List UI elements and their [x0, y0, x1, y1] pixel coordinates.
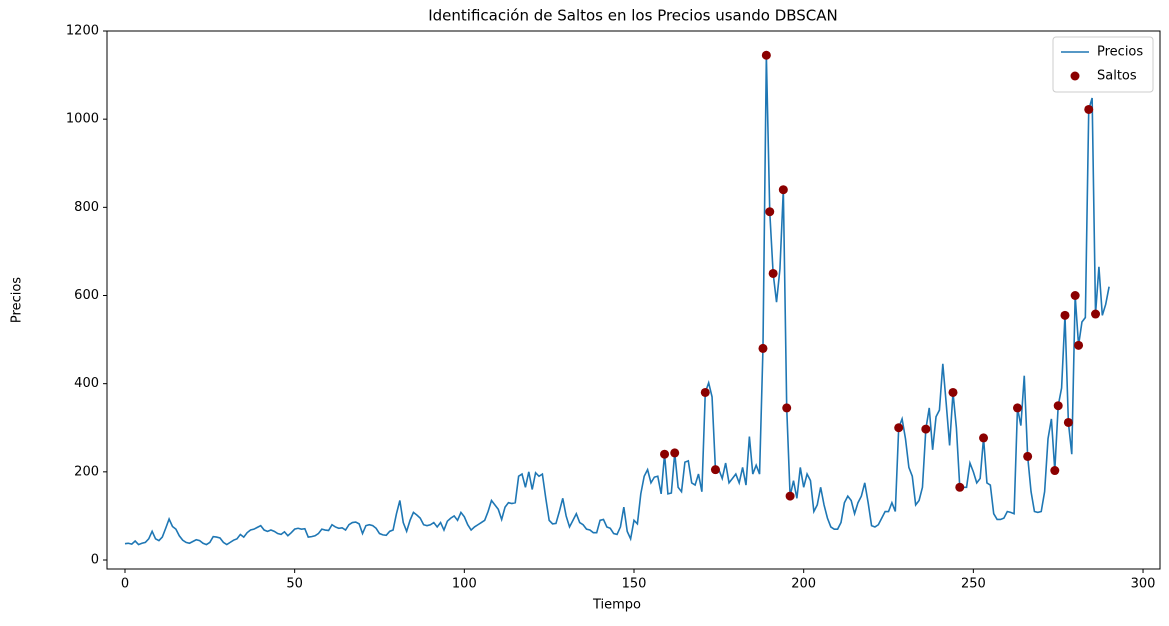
y-tick-label: 1200: [66, 24, 99, 39]
legend-label: Precios: [1097, 45, 1143, 60]
y-tick-label: 400: [74, 376, 99, 391]
x-tick-label: 150: [622, 577, 647, 592]
x-tick-label: 100: [452, 577, 477, 592]
legend-marker: [1070, 71, 1080, 81]
plot-frame: [106, 30, 1161, 570]
jump-point: [768, 268, 778, 278]
x-tick-label: 200: [791, 577, 816, 592]
x-tick-label: 50: [286, 577, 303, 592]
jump-point: [955, 482, 965, 492]
jump-point: [782, 403, 792, 413]
y-tick-label: 800: [74, 200, 99, 215]
jump-point: [758, 343, 768, 353]
jump-point: [1063, 417, 1073, 427]
y-tick-label: 600: [74, 288, 99, 303]
jump-point: [765, 207, 775, 217]
jump-point: [761, 50, 771, 60]
jump-point: [979, 433, 989, 443]
chart-title: Identificación de Saltos en los Precios …: [428, 7, 838, 25]
jump-point: [778, 185, 788, 195]
y-tick-label: 1000: [66, 112, 99, 127]
jump-point: [1091, 309, 1101, 319]
jump-point: [1050, 466, 1060, 476]
x-tick-label: 0: [121, 577, 129, 592]
jump-point: [700, 387, 710, 397]
x-axis-label: Tiempo: [592, 598, 641, 613]
legend-label: Saltos: [1097, 69, 1137, 84]
y-axis-label: Precios: [10, 277, 25, 323]
jump-point: [1053, 401, 1063, 411]
jump-point: [660, 449, 670, 459]
y-tick-label: 200: [74, 464, 99, 479]
jump-point: [921, 424, 931, 434]
jump-point: [670, 448, 680, 458]
jump-point: [1084, 104, 1094, 114]
jump-point: [1012, 403, 1022, 413]
jump-point: [1070, 291, 1080, 301]
y-tick-label: 0: [91, 553, 99, 568]
jump-point: [1023, 451, 1033, 461]
jump-point: [948, 387, 958, 397]
jump-point: [1060, 310, 1070, 320]
jump-point: [710, 465, 720, 475]
jump-point: [785, 491, 795, 501]
jump-point: [1074, 340, 1084, 350]
x-tick-label: 250: [961, 577, 986, 592]
x-tick-label: 300: [1131, 577, 1156, 592]
price-line: [124, 55, 1110, 546]
jump-point: [894, 423, 904, 433]
